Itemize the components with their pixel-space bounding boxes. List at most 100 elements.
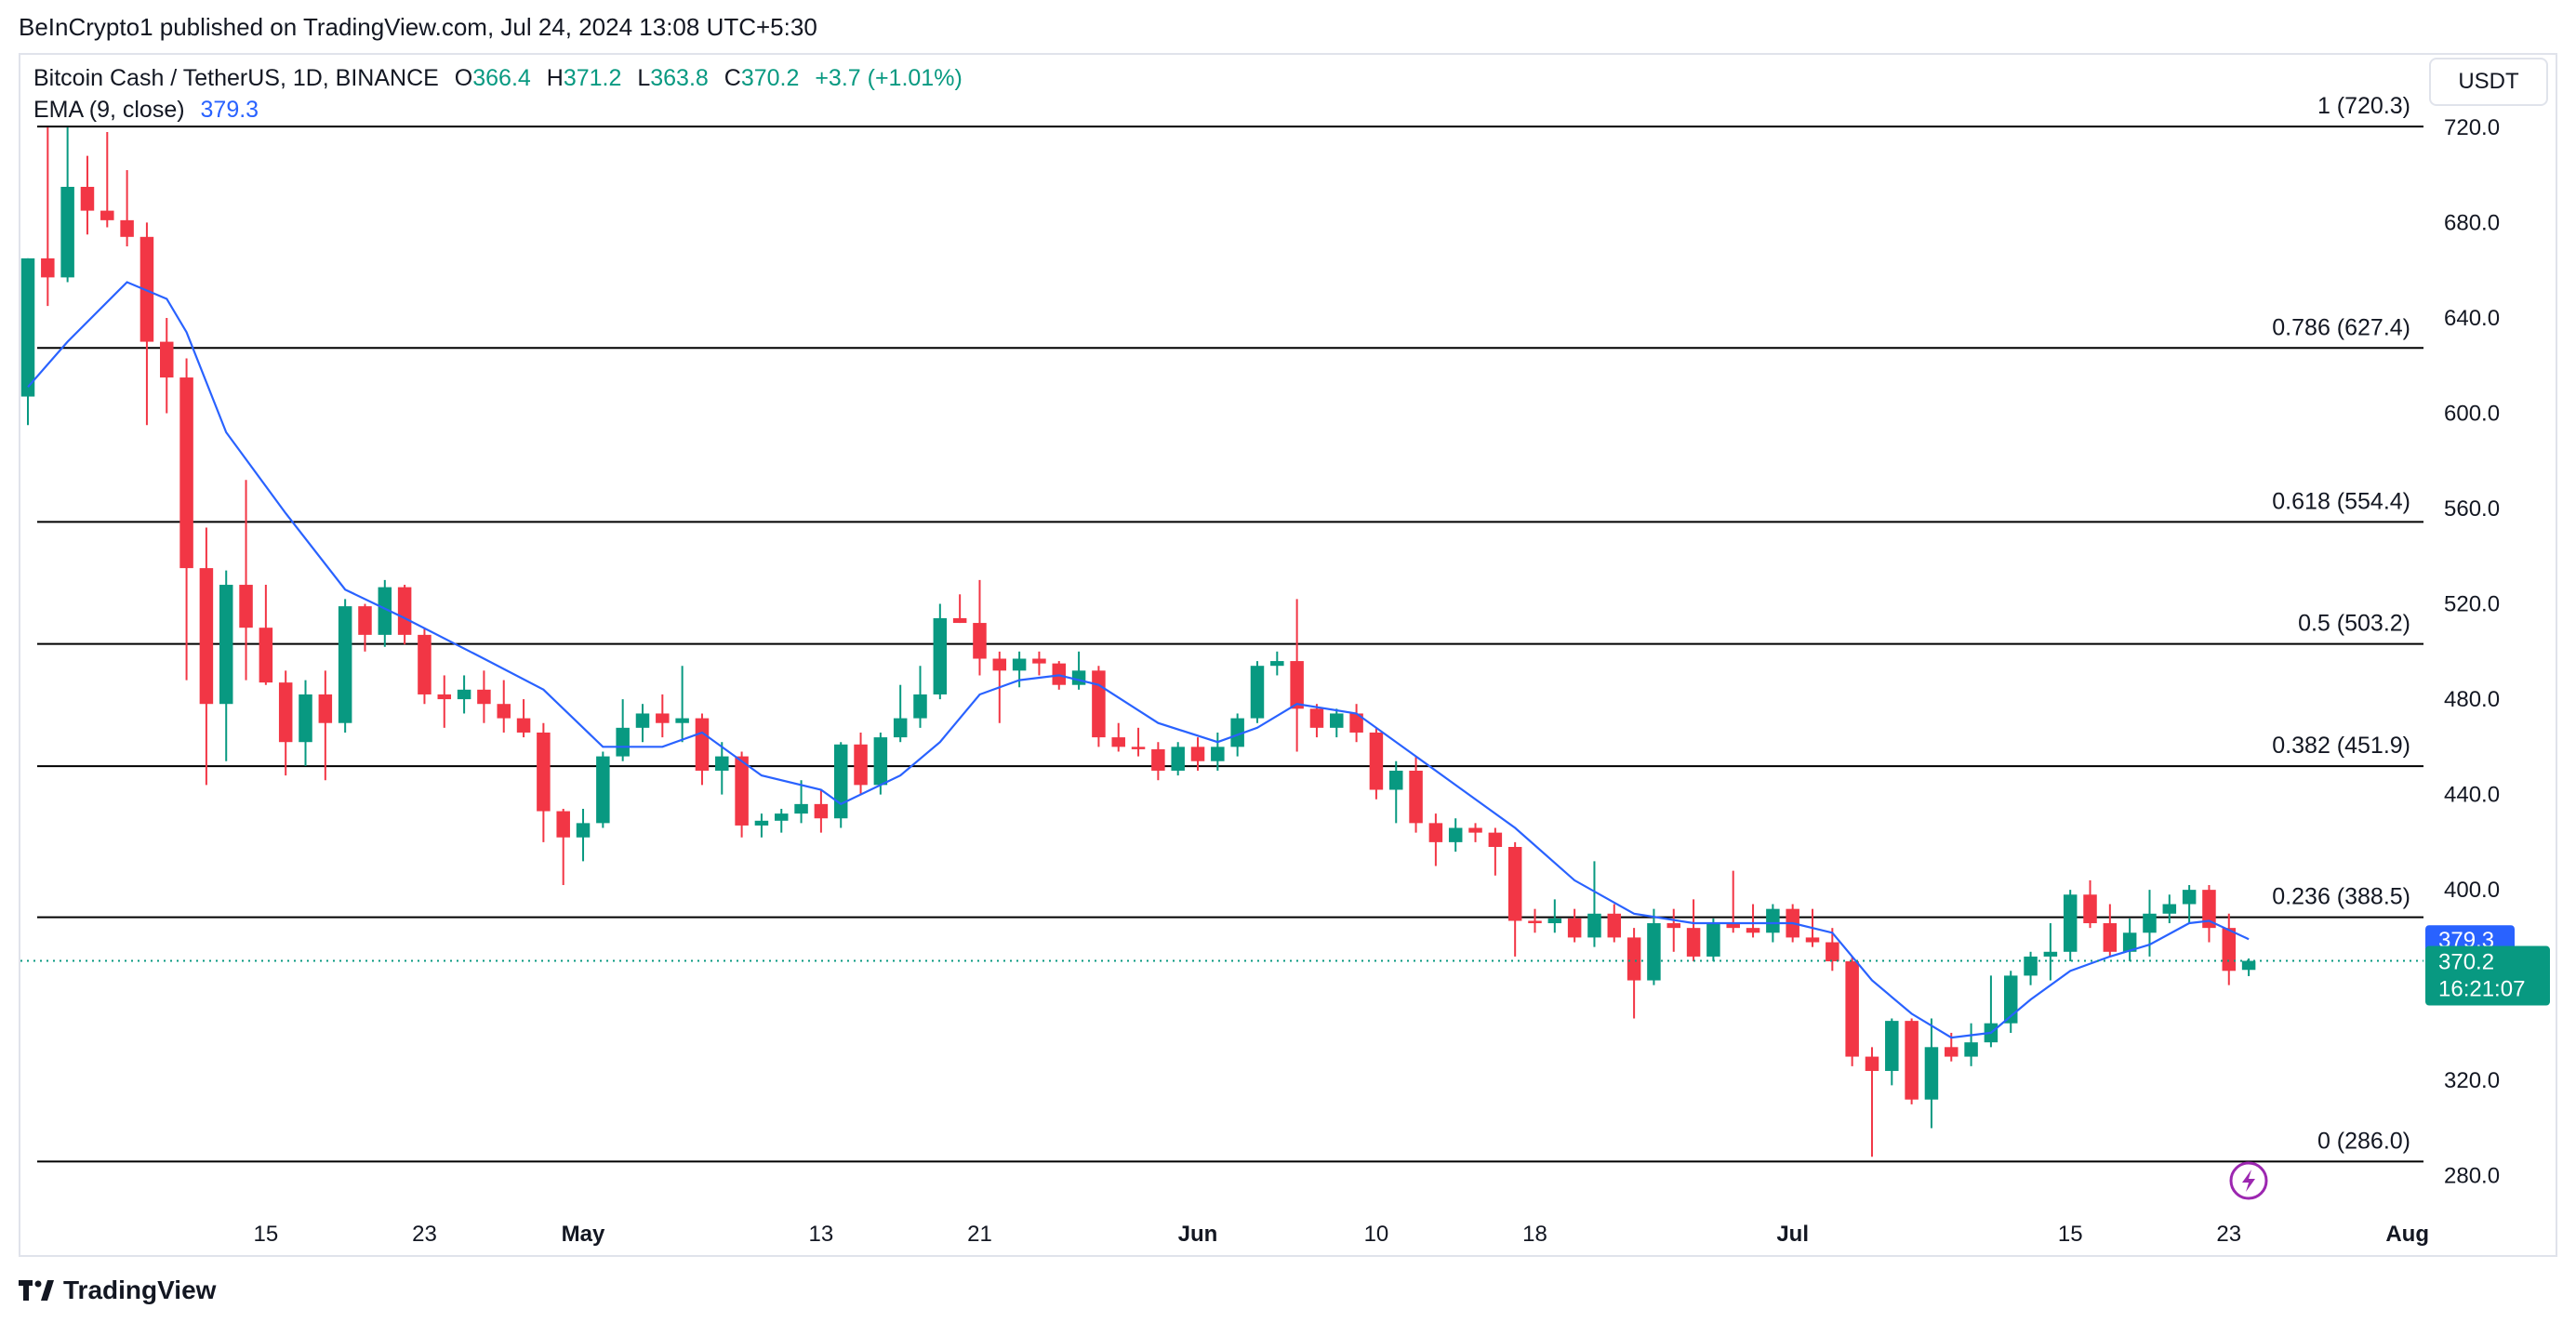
y-tick-label: 640.0 [2444,306,2500,331]
candle-body [457,689,471,700]
candle-body [1409,770,1423,824]
fib-level-label-0: 0 (286.0) [2317,1128,2410,1154]
ema-legend: EMA (9, close) 379.3 [33,97,259,124]
x-tick-label: 23 [2216,1222,2241,1247]
candle-body [1012,658,1027,671]
candle-body [774,813,789,821]
last-price-tag [2425,945,2550,1006]
candle-body [1547,918,1562,924]
candle-body [1369,732,1384,790]
symbol-name[interactable]: Bitcoin Cash / TetherUS, 1D, BINANCE [33,65,439,91]
x-tick-label: May [562,1222,605,1247]
x-tick-label: 15 [2058,1222,2083,1247]
tradingview-brand: TradingView [63,1276,217,1304]
candle-body [1587,913,1601,938]
time-axis[interactable]: 15 23 May 13 21 Jun 10 18 Jul 15 23 Aug [254,1222,2429,1247]
candle-body [1230,718,1244,747]
candle-body [854,744,868,786]
candle-body [1151,748,1165,771]
tradingview-logo[interactable]: TradingView [19,1276,216,1305]
candles [20,126,2256,1157]
fib-level-label-1: 1 (720.3) [2317,93,2410,119]
candle-body [616,727,630,757]
candle-body [2202,890,2216,929]
candle-body [2063,894,2078,952]
y-tick-label: 400.0 [2444,878,2500,903]
last-price-tag-label: 370.2 [2438,950,2494,975]
candle-body [1805,937,1820,943]
candle-body [338,606,352,723]
y-tick-label: 560.0 [2444,496,2500,522]
candle-body [1111,737,1125,747]
candle-body [299,694,312,743]
candle-body [913,694,927,719]
candle-body [1746,928,1760,933]
candle-body [735,756,749,826]
candle-body [2103,923,2118,952]
x-tick-label: 18 [1522,1222,1547,1247]
candle-body [378,587,392,635]
candle-body [318,694,333,723]
candle-body [992,658,1007,671]
candle-body [20,258,35,397]
open-value: 366.4 [472,65,531,91]
candle-body [873,737,888,786]
candle-body [814,803,829,819]
currency-button[interactable]: USDT [2429,58,2548,106]
candle-body [1309,708,1324,728]
y-tick-label: 440.0 [2444,783,2500,808]
x-tick-label: 21 [967,1222,992,1247]
candle-body [1448,827,1463,842]
candle-body [1905,1021,1919,1100]
tradingview-logo-icon [19,1280,54,1301]
candle-body [219,585,233,705]
x-tick-label: Jul [1776,1222,1809,1247]
candle-body [41,258,55,278]
candle-body [80,186,95,211]
candle-body [259,628,273,683]
chart-frame [19,53,2557,1257]
candle-body [1488,832,1503,848]
candle-body [1924,1047,1939,1100]
ema-series [27,281,2250,1039]
candle-body [1567,918,1582,938]
symbol-legend: Bitcoin Cash / TetherUS, 1D, BINANCE O36… [33,65,963,92]
publisher-line: BeInCrypto1 published on TradingView.com… [19,13,817,41]
candle-body [2122,932,2137,952]
x-tick-label: Jun [1178,1222,1218,1247]
candle-body [1071,670,1086,685]
candle-body [497,704,511,719]
candle-body [239,585,253,628]
candle-countdown: 16:21:07 [2438,977,2525,1002]
candle-body [1349,713,1363,733]
candle-body [2143,913,2157,933]
high-label: H [546,65,564,91]
candle-body [1666,923,1681,929]
candle-body [397,587,412,635]
close-label: C [724,65,741,91]
candle-body [1211,747,1225,761]
ema-label[interactable]: EMA (9, close) [33,97,185,123]
price-axis[interactable]: 280.0320.0360.0400.0440.0480.0520.0560.0… [2444,115,2500,1189]
candle-body [715,756,729,771]
candle-body [675,718,689,723]
x-tick-label: 23 [412,1222,437,1247]
low-label: L [637,65,651,91]
candle-body [477,689,491,705]
candle-body [60,186,74,278]
ema-line [27,281,2250,1039]
open-label: O [454,65,473,91]
ema-value: 379.3 [200,97,259,123]
lightning-bolt-icon[interactable] [2229,1161,2268,1200]
fib-retracement[interactable]: 1 (720.3) 0.786 (627.4) 0.618 (554.4) 0.5 (… [37,93,2423,1163]
candle-body [1686,928,1701,957]
candle-body [576,823,591,838]
candle-body [120,219,134,237]
candle-body [1032,658,1046,664]
candle-body [2003,975,2018,1024]
candle-body [1507,847,1522,921]
y-tick-label: 280.0 [2444,1164,2500,1189]
candle-body [1092,670,1106,738]
